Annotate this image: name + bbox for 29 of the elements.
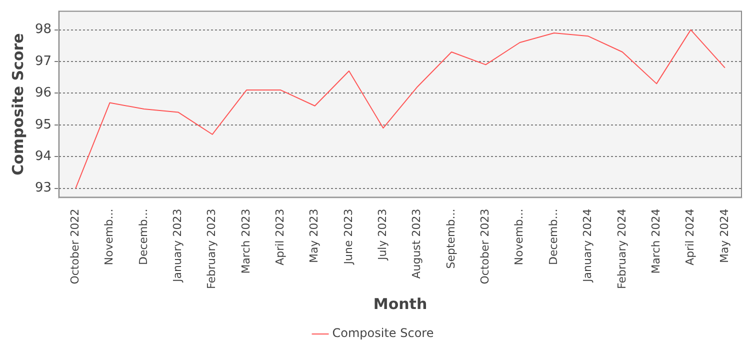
x-tick-label: February 2024: [615, 208, 628, 289]
y-tick-label: 98: [34, 22, 52, 38]
x-tick-label: April 2024: [684, 208, 697, 266]
y-tick-label: 97: [34, 54, 52, 69]
x-tick-label: October 2022: [68, 208, 82, 284]
x-tick-label: April 2023: [274, 208, 287, 266]
x-tick-label: February 2023: [205, 208, 218, 289]
x-axis-title: Month: [373, 294, 428, 313]
x-tick-label: August 2023: [410, 208, 424, 279]
y-tick-label: 94: [34, 148, 52, 164]
x-tick-label: May 2023: [308, 208, 321, 263]
x-tick-label: Decemb...: [546, 208, 560, 266]
x-tick-label: March 2023: [239, 208, 252, 274]
y-tick-label: 93: [34, 180, 52, 196]
y-tick-label: 95: [34, 117, 52, 132]
x-tick-label: January 2023: [171, 208, 184, 283]
x-tick-label: Novemb...: [102, 208, 116, 266]
x-tick-label: Novemb...: [512, 208, 526, 266]
x-tick-label: Septemb...: [444, 208, 458, 269]
x-tick-label: January 2024: [581, 208, 594, 283]
x-tick-label: May 2024: [718, 208, 731, 263]
x-tick-label: Decemb...: [136, 208, 150, 266]
y-tick-label: 96: [34, 86, 52, 101]
x-tick-label: July 2023: [376, 208, 390, 262]
x-tick-label: June 2023: [342, 208, 355, 266]
y-axis-title: Composite Score: [8, 33, 27, 176]
x-tick-label: October 2023: [478, 208, 492, 284]
legend-label: Composite Score: [332, 326, 434, 340]
x-tick-label: March 2024: [649, 208, 662, 274]
